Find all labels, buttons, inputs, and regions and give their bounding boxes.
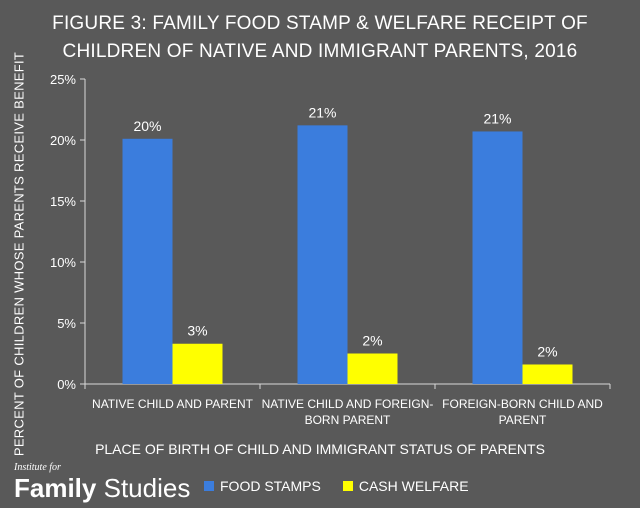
x-tick-label: PARENT [499,413,547,427]
chart-title-line-2: CHILDREN OF NATIVE AND IMMIGRANT PARENTS… [62,41,578,62]
data-label: 2% [362,333,382,349]
x-tick-label: FOREIGN-BORN CHILD AND [442,397,603,411]
x-tick-label: BORN PARENT [305,413,391,427]
legend-item-cash-welfare: CASH WELFARE [342,478,469,494]
x-tick-label: NATIVE CHILD AND FOREIGN- [262,397,434,411]
x-axis-label: PLACE OF BIRTH OF CHILD AND IMMIGRANT ST… [95,441,545,457]
bar-cash-welfare [522,364,573,384]
y-tick-label: 0% [57,377,76,392]
data-label: 21% [308,104,336,120]
legend-swatch-food-stamps [204,481,214,491]
y-tick-label: 5% [57,316,76,331]
chart-title: FIGURE 3: FAMILY FOOD STAMP & WELFARE RE… [0,10,640,66]
bar-cash-welfare [347,353,398,384]
x-tick-label: NATIVE CHILD AND PARENT [92,397,254,411]
data-label: 21% [483,110,511,126]
bar-food-stamps [472,131,523,384]
legend-label-cash-welfare: CASH WELFARE [358,478,469,494]
logo-studies-text: Studies [103,473,191,503]
legend: FOOD STAMPS CASH WELFARE [204,478,491,494]
ifs-logo: Institute for Family Studies [14,462,190,503]
logo-family-text: Family [14,473,97,503]
y-tick-label: 25% [50,72,76,87]
bar-food-stamps [122,138,173,384]
legend-swatch-cash-welfare [342,481,353,491]
y-tick-label: 10% [50,255,76,270]
legend-item-food-stamps: FOOD STAMPS [204,478,321,494]
bar-cash-welfare [172,343,223,384]
data-label: 2% [537,343,557,359]
logo-big-text: Family Studies [14,473,190,503]
y-tick-label: 15% [50,194,76,209]
data-label: 20% [133,118,161,134]
chart-title-line-1: FIGURE 3: FAMILY FOOD STAMP & WELFARE RE… [52,13,588,34]
y-tick-label: 20% [50,133,76,148]
logo-small-text: Institute for [14,462,61,473]
bar-food-stamps [297,125,348,385]
data-label: 3% [187,323,207,339]
legend-label-food-stamps: FOOD STAMPS [220,478,321,494]
